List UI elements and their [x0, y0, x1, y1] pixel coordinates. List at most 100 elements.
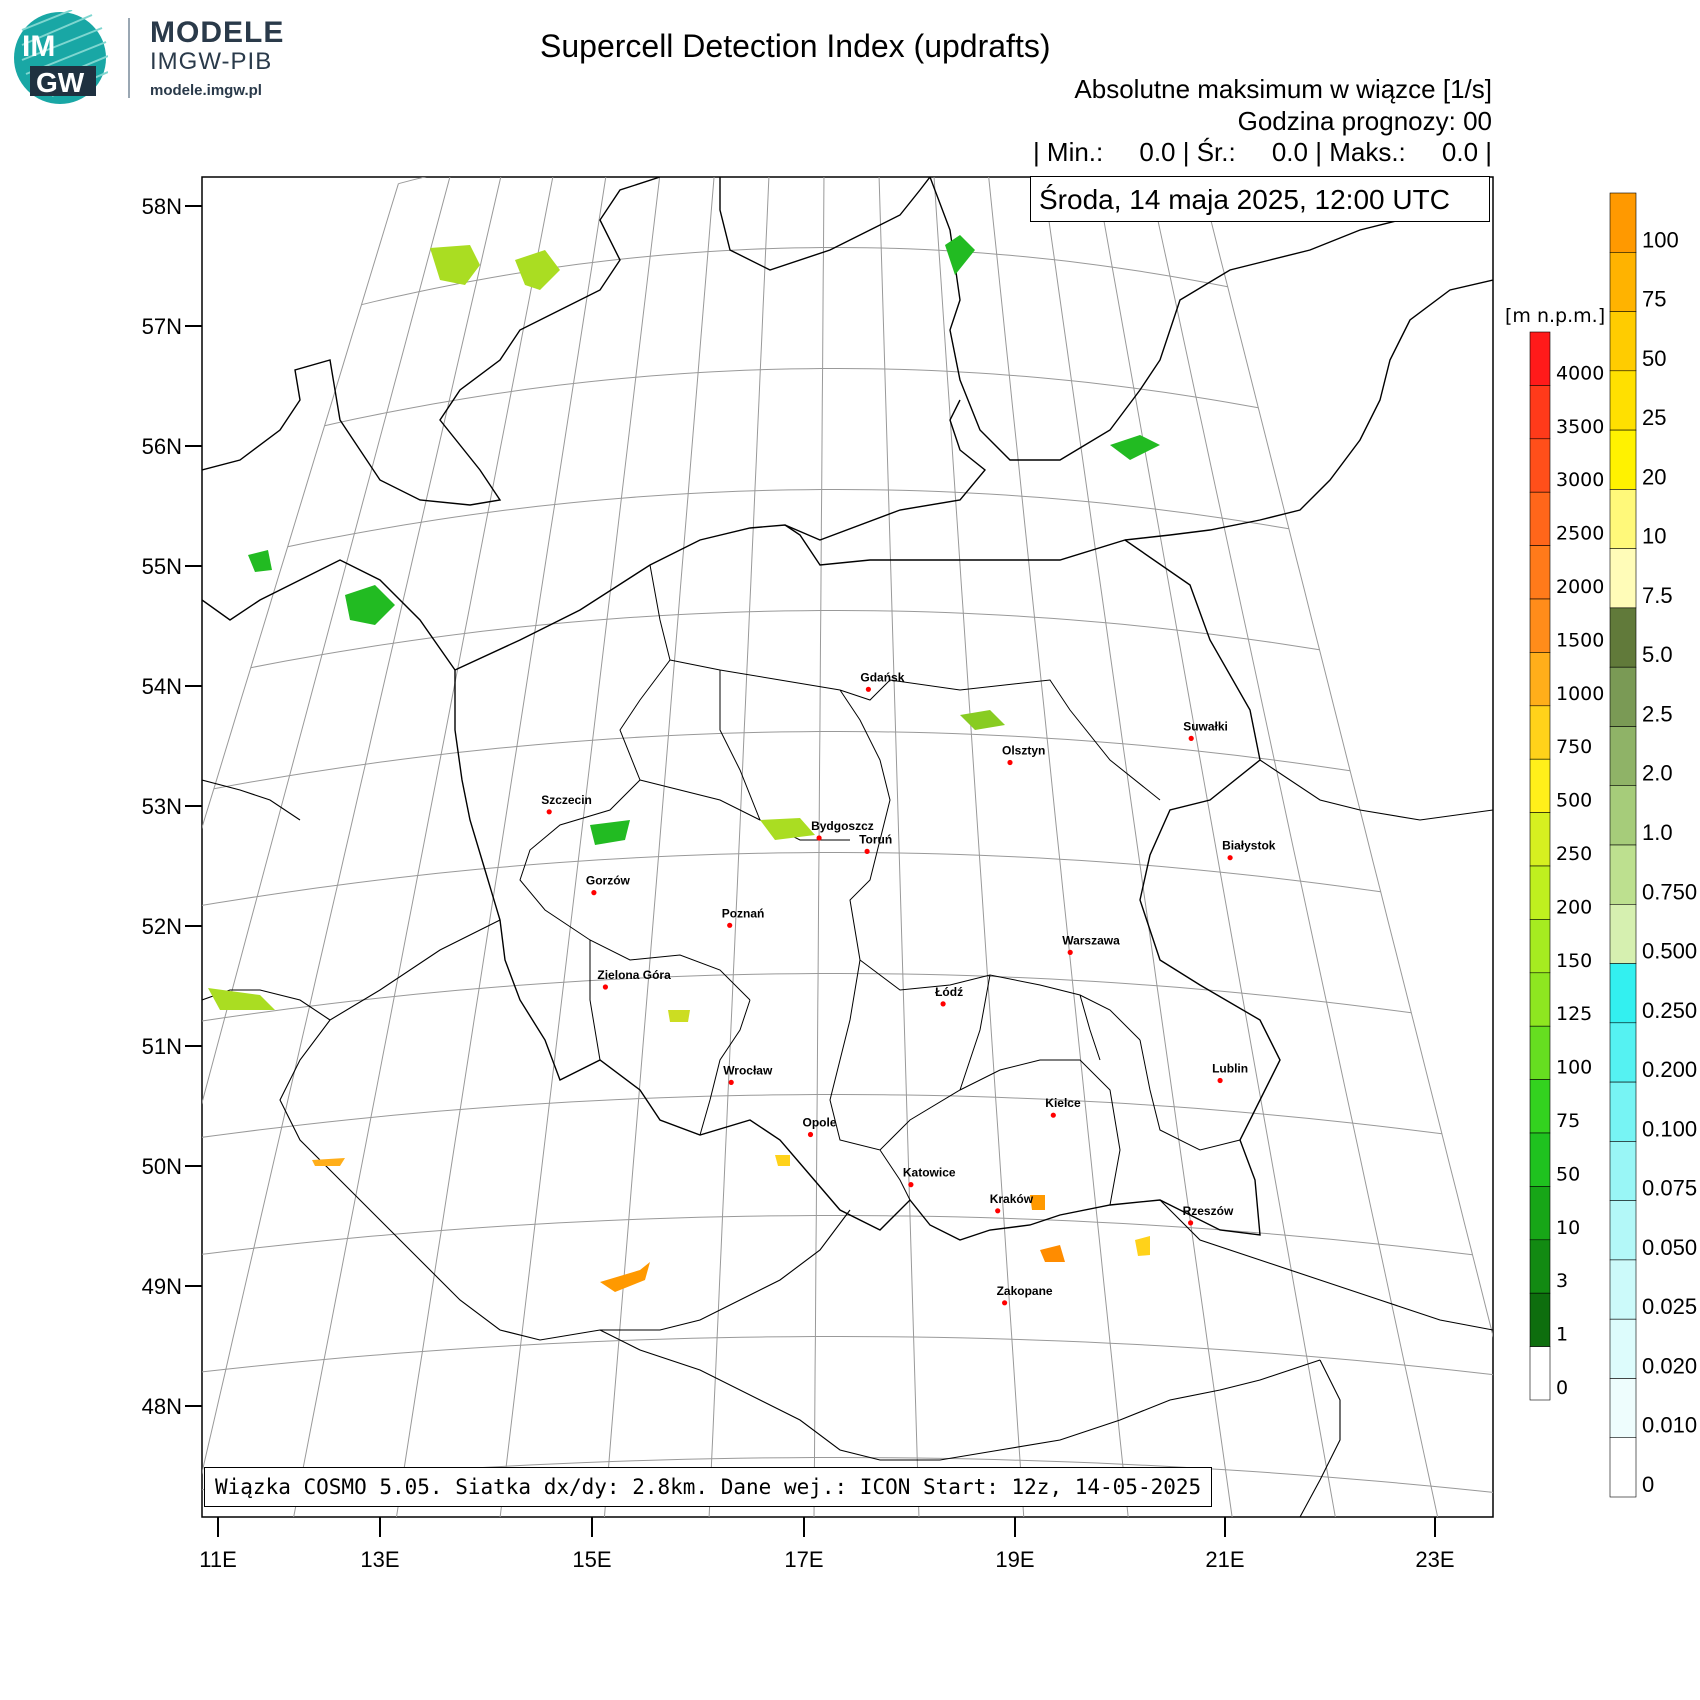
sdi-swatch [1609, 489, 1637, 549]
cell-lightgreen [960, 710, 1005, 730]
neighbour-borders [202, 759, 1493, 1517]
lon-label: 17E [784, 1547, 823, 1572]
sdi-swatch [1609, 785, 1637, 846]
city-marker [1217, 1077, 1223, 1084]
sdi-swatch [1609, 1378, 1637, 1439]
voivodeship-borders [519, 564, 1241, 1206]
city-label: Warszawa [1062, 933, 1120, 947]
city-marker [807, 1131, 814, 1138]
sdi-swatch [1609, 1081, 1637, 1142]
brand-url[interactable]: modele.imgw.pl [150, 82, 262, 99]
city-label: Kielce [1045, 1096, 1081, 1110]
elevation-label: 3500 [1556, 416, 1604, 438]
forecast-date-box: Środa, 14 maja 2025, 12:00 UTC [1030, 176, 1490, 222]
sdi-label: 10 [1642, 524, 1666, 549]
city-label: Białystok [1222, 839, 1276, 853]
city-marker [1188, 735, 1194, 742]
city-label: Gorzów [586, 874, 631, 888]
cell-lightgreen [760, 818, 815, 840]
parallel-line [324, 368, 1259, 427]
lat-label: 57N [142, 314, 182, 339]
lat-label: 53N [142, 794, 182, 819]
elevation-swatch [1529, 1239, 1551, 1294]
sdi-label: 50 [1642, 346, 1666, 371]
meridian-line [603, 177, 715, 1517]
city-label: Katowice [903, 1166, 956, 1180]
city-marker [591, 890, 597, 896]
longitude-labels: 11E 13E 15E 17E 19E 21E 23E [199, 1517, 1455, 1572]
parallel-line [287, 489, 1289, 548]
lon-label: 19E [995, 1547, 1034, 1572]
sdi-swatch [1609, 1318, 1637, 1379]
sdi-label: 0.500 [1642, 939, 1697, 964]
poland-border [454, 524, 1281, 1241]
sdi-swatch [1609, 666, 1637, 727]
elevation-label: 500 [1556, 790, 1592, 812]
baltic-coastline [202, 177, 1493, 671]
sdi-label: 0.025 [1642, 1294, 1697, 1319]
sdi-swatch [1609, 1259, 1637, 1320]
elevation-label: 3 [1556, 1270, 1568, 1292]
city-label: Rzeszów [1183, 1204, 1234, 1218]
meridian-line [1148, 177, 1439, 1517]
logo-text-top: IM [22, 30, 55, 63]
city-marker [864, 848, 870, 855]
lon-label: 11E [199, 1547, 237, 1572]
city-label: Gdańsk [860, 670, 904, 684]
city-label: Zakopane [997, 1284, 1053, 1298]
city-label: Toruń [859, 832, 892, 846]
parallel-line [202, 1336, 1493, 1376]
cell-green [345, 585, 395, 625]
city-label: Lublin [1212, 1062, 1248, 1076]
sdi-label: 0.750 [1642, 879, 1697, 904]
parallel-line [202, 1094, 1442, 1138]
chart-subtitle: Absolutne maksimum w wiązce [1/s] [1074, 74, 1492, 104]
sdi-label: 2.5 [1642, 702, 1673, 727]
city-label: Kraków [990, 1192, 1034, 1206]
city-marker [602, 984, 609, 990]
elevation-swatch [1529, 972, 1551, 1027]
city-marker [908, 1182, 914, 1188]
graticule [202, 177, 1493, 1517]
lon-label: 13E [360, 1547, 399, 1572]
parallel-line [250, 610, 1320, 669]
sdi-swatch [1609, 548, 1637, 609]
elevation-swatch [1529, 1132, 1551, 1187]
parallel-line [361, 247, 1228, 306]
map-outlines [202, 177, 1493, 1517]
city-marker [1188, 1220, 1194, 1226]
sdi-label: 7.5 [1642, 583, 1673, 608]
parallel-line [213, 731, 1351, 790]
city-label: Olsztyn [1002, 744, 1045, 758]
elevation-unit: [m n.p.m.] [1505, 305, 1605, 327]
sdi-cells [208, 235, 1160, 1292]
sdi-swatch [1609, 1437, 1637, 1498]
lat-label: 48N [142, 1394, 182, 1419]
city-marker [728, 1079, 734, 1085]
elevation-label: 4000 [1556, 362, 1604, 384]
sdi-label: 5.0 [1642, 642, 1673, 667]
elevation-swatch [1529, 491, 1551, 546]
sdi-swatch [1609, 726, 1637, 787]
elevation-swatch [1529, 598, 1551, 653]
city-marker [816, 835, 822, 841]
cell-orange [1040, 1245, 1065, 1262]
chart-title: Supercell Detection Index (updrafts) [540, 28, 1051, 64]
sdi-swatch [1609, 311, 1637, 372]
elevation-label: 100 [1556, 1057, 1592, 1079]
elevation-swatch [1529, 438, 1551, 493]
meridian-line [1042, 177, 1233, 1517]
elevation-label: 250 [1556, 843, 1592, 865]
elevation-swatch [1529, 865, 1551, 920]
elevation-swatch [1529, 331, 1551, 386]
sdi-label: 0.250 [1642, 998, 1697, 1023]
cell-green [515, 250, 560, 290]
elevation-label: 150 [1556, 950, 1592, 972]
sdi-label: 2.0 [1642, 761, 1673, 786]
lat-label: 49N [142, 1274, 182, 1299]
city-marker [1002, 1300, 1008, 1306]
lon-label: 23E [1415, 1547, 1454, 1572]
brand-title: MODELE [150, 16, 285, 49]
lat-label: 55N [142, 554, 182, 579]
